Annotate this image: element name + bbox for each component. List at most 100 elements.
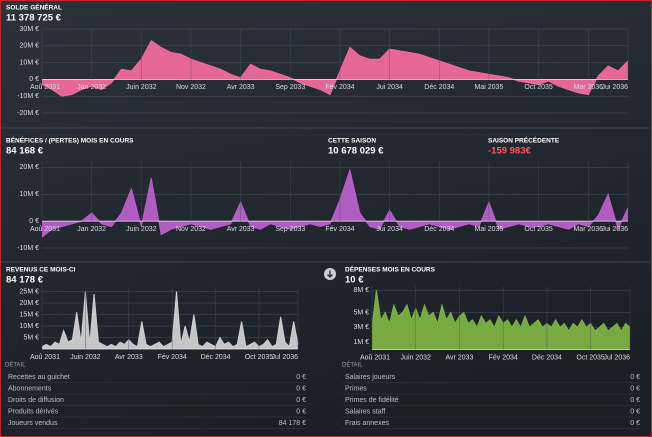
x-tick-label: Jan 2032	[77, 84, 106, 91]
detail-name: Produits dérivés	[8, 408, 59, 415]
y-tick-label: 5M €	[353, 309, 369, 316]
y-tick-label: 10M €	[20, 59, 40, 66]
x-tick-label: Fév 2034	[158, 354, 187, 361]
x-tick-label: Fév 2034	[325, 226, 354, 233]
y-tick-label: 10M €	[20, 191, 40, 198]
x-tick-label: Oct 2035	[245, 354, 274, 361]
stat-label: SAISON PRÉCÉDENTE	[488, 136, 560, 145]
area-line	[371, 290, 631, 332]
panel-title: DÉPENSES MOIS EN COURS	[345, 265, 436, 274]
x-tick-label: Aoû 2031	[30, 84, 60, 91]
stat-value: 10 678 029 €	[328, 146, 384, 157]
detail-name: Recettes au guichet	[8, 374, 70, 381]
headline-value: 11 378 725 €	[6, 13, 62, 24]
detail-value: 0 €	[296, 385, 306, 392]
detail-name: Salaires joueurs	[345, 374, 396, 381]
x-tick-label: Sep 2033	[275, 226, 305, 233]
detail-value: 0 €	[630, 397, 640, 404]
y-tick-label: 10M €	[20, 323, 40, 330]
x-tick-label: Juin 2032	[126, 84, 156, 91]
y-tick-label: 0 €	[29, 76, 39, 83]
panel-title: SOLDE GÉNÉRAL	[6, 3, 62, 12]
x-tick-label: Avr 2033	[115, 354, 143, 361]
detail-value: 0 €	[630, 408, 640, 415]
x-tick-label: Nov 2032	[176, 84, 206, 91]
detail-value: 84 178 €	[279, 420, 306, 427]
y-tick-label: -20M €	[17, 110, 39, 117]
x-tick-label: Mai 2035	[475, 84, 504, 91]
y-tick-label: 20M €	[20, 164, 40, 171]
panel-title: BÉNÉFICES / (PERTES) MOIS EN COURS	[6, 136, 134, 145]
y-tick-label: 8M €	[353, 287, 369, 294]
x-tick-label: Oct 2035	[524, 84, 553, 91]
x-tick-label: Avr 2033	[446, 354, 474, 361]
detail-name: Primes de fidélité	[345, 397, 399, 404]
headline-value: 84 168 €	[6, 146, 44, 157]
detail-name: Joueurs vendus	[8, 420, 58, 427]
detail-label: DÉTAIL	[342, 362, 363, 369]
x-tick-label: Jui 2036	[602, 226, 629, 233]
area	[372, 290, 630, 350]
x-tick-label: Jui 2034	[376, 226, 403, 233]
detail-name: Salaires staff	[345, 408, 385, 415]
x-tick-label: Fév 2034	[325, 84, 354, 91]
x-tick-label: Jul 2036	[604, 354, 631, 361]
x-tick-label: Mai 2035	[475, 226, 504, 233]
x-tick-label: Oct 2035	[576, 354, 605, 361]
x-tick-label: Jan 2032	[77, 226, 106, 233]
y-tick-label: 5M €	[23, 334, 39, 341]
headline-value: 84 178 €	[6, 275, 44, 286]
y-tick-label: 1M €	[353, 339, 369, 346]
x-tick-label: Déc 2034	[424, 84, 454, 91]
detail-name: Abonnements	[8, 385, 52, 392]
area-line	[41, 291, 299, 348]
x-tick-label: Juin 2032	[401, 354, 431, 361]
y-tick-label: 20M €	[20, 300, 40, 307]
x-tick-label: Déc 2034	[532, 354, 562, 361]
area-line	[41, 40, 629, 97]
x-tick-label: Oct 2035	[524, 226, 553, 233]
stat-value: -159 983€	[488, 146, 532, 157]
stat-label: CETTE SAISON	[328, 138, 376, 145]
y-tick-label: 15M €	[20, 311, 40, 318]
x-tick-label: Fév 2034	[489, 354, 518, 361]
download-arrow	[327, 270, 333, 278]
y-tick-label: -10M €	[17, 93, 39, 100]
x-tick-label: Jul 2036	[272, 354, 299, 361]
x-tick-label: Déc 2034	[201, 354, 231, 361]
area	[42, 291, 298, 349]
x-tick-label: Déc 2034	[424, 226, 454, 233]
x-tick-label: Sep 2033	[275, 84, 305, 91]
detail-value: 0 €	[296, 408, 306, 415]
x-tick-label: Aoû 2031	[30, 226, 60, 233]
x-tick-label: Nov 2032	[176, 226, 206, 233]
x-tick-label: Jui 2036	[602, 84, 629, 91]
y-tick-label: -10M €	[17, 245, 39, 252]
y-tick-label: 3M €	[353, 324, 369, 331]
detail-value: 0 €	[296, 374, 306, 381]
detail-name: Droits de diffusion	[8, 397, 64, 404]
y-tick-label: 0 €	[29, 218, 39, 225]
x-tick-label: Avr 2033	[227, 226, 255, 233]
x-tick-label: Mar 2036	[573, 84, 603, 91]
detail-name: Primes	[345, 385, 367, 392]
x-tick-label: Aoû 2031	[360, 354, 390, 361]
area-line	[41, 168, 629, 238]
headline-value: 10 €	[345, 275, 364, 286]
x-tick-label: Aoû 2031	[30, 354, 60, 361]
x-tick-label: Avr 2033	[227, 84, 255, 91]
panel-title: REVENUS CE MOIS-CI	[6, 267, 76, 274]
y-tick-label: 20M €	[20, 43, 40, 50]
x-tick-label: Jui 2034	[376, 84, 403, 91]
area	[42, 40, 628, 97]
detail-value: 0 €	[296, 397, 306, 404]
detail-value: 0 €	[630, 385, 640, 392]
detail-name: Frais annexes	[345, 420, 389, 427]
detail-label: DÉTAIL	[5, 362, 26, 369]
x-tick-label: Juin 2032	[70, 354, 100, 361]
detail-value: 0 €	[630, 420, 640, 427]
x-tick-label: Mar 2036	[573, 226, 603, 233]
